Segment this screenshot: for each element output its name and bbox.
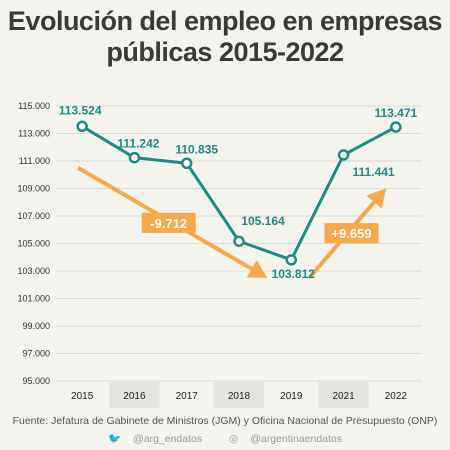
y-tick-label: 105.000 — [17, 239, 50, 249]
data-point — [76, 120, 88, 133]
x-tick-label: 2019 — [280, 391, 303, 402]
data-label: 111.441 — [353, 165, 395, 179]
data-point — [337, 149, 350, 161]
data-point — [390, 121, 402, 133]
y-tick-label: 109.000 — [17, 184, 50, 194]
annotation-label: -9.712 — [150, 216, 187, 231]
source-note: Fuente: Jefatura de Gabinete de Ministro… — [12, 415, 438, 427]
x-tick-label: 2015 — [71, 391, 94, 402]
x-tick-label: 2017 — [176, 391, 199, 402]
x-band — [266, 382, 317, 408]
annotation-label: +9.659 — [332, 226, 372, 241]
y-tick-label: 101.000 — [17, 294, 50, 304]
x-tick-label: 2022 — [385, 391, 408, 402]
data-label: 110.835 — [175, 142, 218, 156]
y-tick-label: 99.000 — [22, 321, 50, 331]
x-band — [109, 382, 160, 408]
twitter-handle: 🐦 @arg_endatos — [102, 433, 208, 445]
data-label: 111.242 — [117, 137, 159, 151]
y-tick-label: 103.000 — [17, 266, 50, 276]
annotation-arrow-head — [246, 260, 268, 278]
bird-icon: 🐦 — [107, 433, 122, 445]
chart-title: Evolución del empleo en empresas pública… — [7, 6, 443, 67]
instagram-handle: ◎ @argentinaendatos — [223, 433, 348, 445]
x-band — [370, 382, 421, 408]
x-tick-label: 2016 — [123, 391, 146, 402]
x-band — [318, 382, 369, 408]
y-tick-label: 111.000 — [19, 156, 50, 166]
data-point — [285, 254, 298, 266]
y-tick-label: 97.000 — [22, 349, 50, 359]
data-point — [233, 235, 245, 247]
x-tick-label: 2021 — [332, 391, 355, 402]
x-band — [57, 382, 108, 408]
twitter-handle-text: @arg_endatos — [133, 433, 203, 445]
annotation-arrow-head — [366, 188, 386, 209]
x-band — [161, 382, 212, 408]
y-tick-label: 113.000 — [18, 129, 50, 139]
x-band — [213, 382, 265, 408]
camera-icon: ◎ — [229, 433, 239, 445]
social-handles: 🐦 @arg_endatos ◎ @argentinaendatos — [0, 432, 450, 445]
data-label: 113.524 — [59, 103, 102, 117]
data-label: 105.164 — [241, 214, 285, 228]
data-label: 103.812 — [272, 267, 316, 281]
data-point — [128, 151, 141, 164]
y-tick-label: 115.000 — [18, 101, 50, 111]
data-point — [180, 157, 193, 170]
annotation-badge — [141, 212, 196, 233]
x-tick-label: 2018 — [228, 391, 251, 402]
annotation-badge — [324, 223, 379, 244]
data-label: 113.471 — [374, 106, 417, 120]
y-tick-label: 95.000 — [22, 376, 50, 386]
y-tick-label: 107.000 — [17, 211, 50, 221]
instagram-handle-text: @argentinaendatos — [250, 433, 343, 445]
